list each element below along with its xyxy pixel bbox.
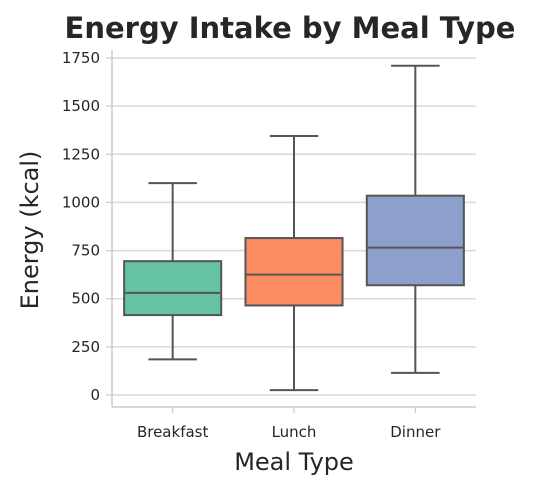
chart-title: Energy Intake by Meal Type xyxy=(65,11,516,45)
y-tick-label: 750 xyxy=(71,242,100,260)
box-dinner xyxy=(365,64,465,374)
boxes xyxy=(123,64,465,392)
y-tick-label: 250 xyxy=(71,338,100,356)
iqr-box xyxy=(244,237,344,307)
y-tick-label: 500 xyxy=(71,290,100,308)
y-tick-label: 1250 xyxy=(62,145,100,163)
y-tick-label: 1500 xyxy=(62,97,100,115)
box-lunch xyxy=(244,134,344,392)
x-ticks: Breakfast Lunch Dinner xyxy=(137,407,441,441)
y-tick-label: 1750 xyxy=(62,49,100,67)
box-breakfast xyxy=(123,182,223,361)
x-tick-label: Lunch xyxy=(272,423,317,441)
x-axis-label: Meal Type xyxy=(234,448,354,476)
y-ticks: 0 250 500 750 1000 1250 1500 1750 xyxy=(62,49,112,404)
iqr-box xyxy=(123,260,223,317)
y-tick-label: 0 xyxy=(90,386,100,404)
y-axis-label: Energy (kcal) xyxy=(16,151,44,310)
y-tick-label: 1000 xyxy=(62,193,100,211)
x-tick-label: Dinner xyxy=(390,423,441,441)
iqr-box xyxy=(365,194,465,287)
x-tick-label: Breakfast xyxy=(137,423,209,441)
